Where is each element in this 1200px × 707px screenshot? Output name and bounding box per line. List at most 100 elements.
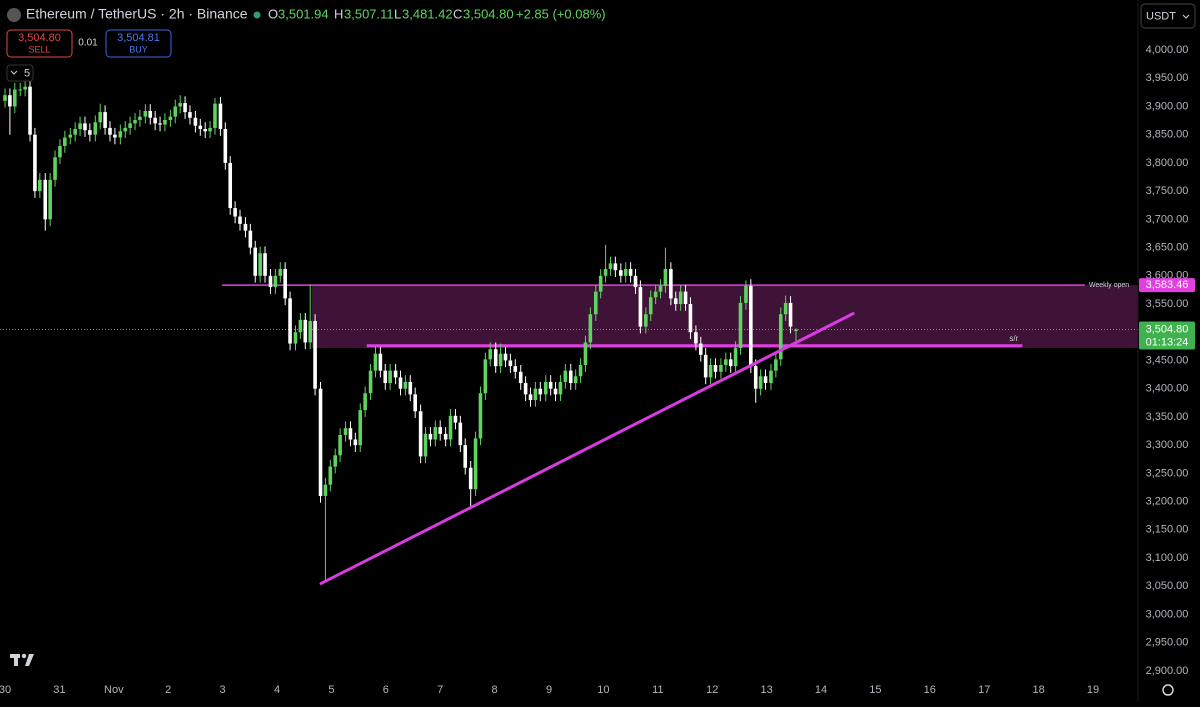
- x-tick-label: 4: [274, 684, 280, 696]
- y-tick-label: 3,350.00: [1146, 411, 1189, 423]
- candle-body: [758, 376, 763, 389]
- candle-body: [193, 117, 198, 126]
- candle-body: [728, 359, 733, 367]
- y-tick-label: 3,900.00: [1146, 100, 1189, 112]
- candle-body: [58, 145, 62, 158]
- interval: 5: [24, 67, 30, 79]
- y-tick-label: 3,150.00: [1146, 524, 1189, 536]
- x-tick-label: 19: [1087, 684, 1099, 696]
- y-tick-label: 2,950.00: [1146, 637, 1189, 649]
- candle-body: [38, 179, 42, 192]
- sr-label: s/r: [1009, 334, 1018, 343]
- candle-body: [153, 117, 157, 124]
- candle-body: [669, 269, 673, 299]
- candle-body: [328, 466, 333, 485]
- candle-body: [613, 263, 618, 271]
- interval-dropdown[interactable]: [6, 64, 34, 82]
- x-tick-label: 8: [492, 684, 498, 696]
- y-tick-label: 3,450.00: [1146, 354, 1189, 366]
- candle-body: [528, 394, 533, 400]
- currency-button[interactable]: [1140, 3, 1196, 29]
- candle-body: [673, 298, 678, 305]
- candle-body: [548, 381, 553, 389]
- weekly-open-label: Weekly open: [1089, 282, 1129, 289]
- y-tick-label: 3,550.00: [1146, 298, 1189, 310]
- candle-body: [248, 230, 253, 248]
- candle-body: [598, 275, 603, 292]
- candle-body: [788, 302, 793, 327]
- candle-body: [88, 130, 92, 135]
- x-tick-label: 18: [1032, 684, 1044, 696]
- candle-body: [453, 415, 458, 423]
- candle-body: [198, 125, 203, 130]
- candle-body: [298, 319, 303, 333]
- candle-body: [533, 388, 538, 400]
- sell-price: 3,504.80: [18, 32, 61, 44]
- sell-button[interactable]: [6, 29, 73, 58]
- candle-body: [163, 120, 167, 125]
- candle-body: [744, 285, 748, 303]
- candle-body: [688, 304, 693, 333]
- y-tick-label: 3,800.00: [1146, 157, 1189, 169]
- candle-body: [408, 381, 413, 395]
- x-tick-label: 30: [0, 684, 11, 696]
- candle-body: [708, 364, 713, 378]
- settings-icon[interactable]: [1162, 684, 1174, 696]
- candle-body: [83, 123, 87, 131]
- dropdown-arrow: [10, 70, 18, 75]
- y-tick-label: 3,050.00: [1146, 580, 1189, 592]
- buy-button[interactable]: [105, 29, 172, 58]
- candle-body: [703, 354, 708, 378]
- candle-body: [158, 123, 162, 125]
- y-tick-label: 3,750.00: [1146, 185, 1189, 197]
- candle-body: [33, 134, 37, 192]
- candle-body: [568, 370, 573, 384]
- candle-body: [123, 127, 128, 132]
- x-tick-label: Nov: [104, 684, 124, 696]
- candle-body: [769, 370, 773, 384]
- candle-body: [493, 349, 498, 367]
- candle-body: [293, 332, 298, 344]
- candle-body: [338, 434, 342, 456]
- weekly-open-price: 3,583.46: [1146, 279, 1189, 291]
- ohlc-value: 3,501.94: [278, 6, 329, 21]
- candle-body: [73, 129, 77, 135]
- candle-body: [653, 291, 658, 298]
- candle-body: [133, 120, 137, 124]
- y-tick-label: 3,650.00: [1146, 241, 1189, 253]
- y-tick-label: 3,300.00: [1146, 439, 1189, 451]
- candle-body: [733, 348, 738, 367]
- candle-body: [393, 370, 398, 378]
- candle-body: [353, 439, 358, 446]
- candle-body: [28, 86, 32, 135]
- candle-body: [713, 364, 718, 372]
- ohlc-value: 3,481.42: [402, 6, 453, 21]
- candle-body: [398, 377, 403, 389]
- candle-body: [658, 285, 663, 292]
- candle-body: [63, 137, 67, 146]
- candle-body: [233, 208, 237, 217]
- candle-body: [783, 302, 788, 315]
- candle-body: [323, 484, 328, 496]
- candle-body: [633, 275, 638, 288]
- candle-body: [468, 467, 473, 490]
- candle-body: [308, 320, 312, 343]
- candle-body: [498, 353, 503, 367]
- candle-body: [553, 388, 558, 395]
- candle-body: [203, 129, 207, 132]
- candle-body: [268, 275, 273, 288]
- x-tick-label: 17: [978, 684, 990, 696]
- candle-body: [12, 89, 17, 107]
- candle-body: [238, 216, 242, 224]
- candle-body: [418, 411, 423, 457]
- candle-body: [423, 433, 428, 457]
- candle-body: [683, 291, 688, 305]
- currency-arrow: [1182, 14, 1190, 19]
- y-tick-label: 3,700.00: [1146, 213, 1189, 225]
- candle-body: [478, 393, 483, 439]
- candle-body: [628, 269, 633, 276]
- candle-body: [538, 388, 543, 395]
- candle-body: [93, 122, 98, 135]
- x-tick-label: 9: [546, 684, 552, 696]
